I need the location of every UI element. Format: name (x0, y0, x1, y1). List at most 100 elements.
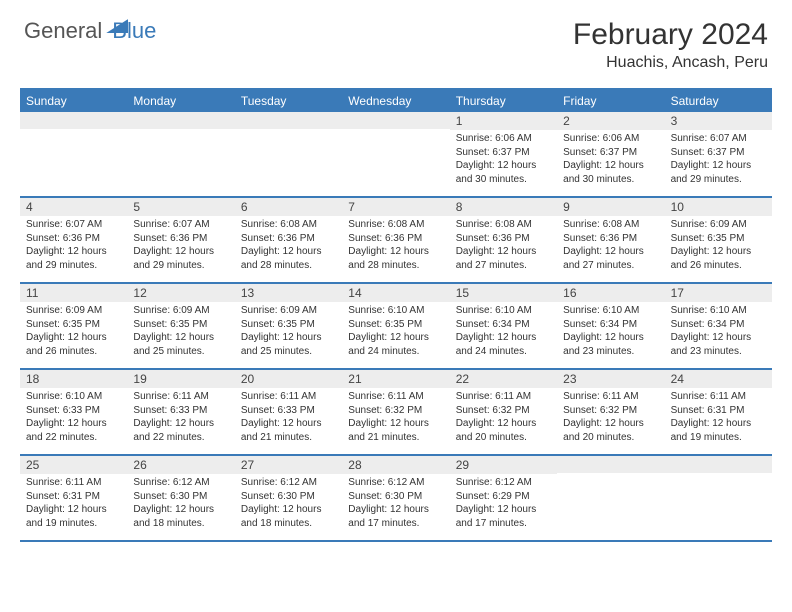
day-number: 11 (20, 284, 127, 302)
day-number: 15 (450, 284, 557, 302)
sunrise-text: Sunrise: 6:11 AM (26, 476, 121, 490)
day-number: 14 (342, 284, 449, 302)
calendar-cell: 8Sunrise: 6:08 AMSunset: 6:36 PMDaylight… (450, 198, 557, 282)
day-number: 28 (342, 456, 449, 474)
sunrise-text: Sunrise: 6:10 AM (26, 390, 121, 404)
calendar-cell: 3Sunrise: 6:07 AMSunset: 6:37 PMDaylight… (665, 112, 772, 196)
day-number: 29 (450, 456, 557, 474)
day-number: 10 (665, 198, 772, 216)
sunset-text: Sunset: 6:36 PM (241, 232, 336, 246)
day-number: 27 (235, 456, 342, 474)
day-number: 26 (127, 456, 234, 474)
calendar-cell (342, 112, 449, 196)
sunrise-text: Sunrise: 6:11 AM (241, 390, 336, 404)
sunset-text: Sunset: 6:31 PM (26, 490, 121, 504)
daylight-text: Daylight: 12 hours and 27 minutes. (456, 245, 551, 272)
title-block: February 2024 Huachis, Ancash, Peru (573, 18, 768, 72)
calendar-cell: 6Sunrise: 6:08 AMSunset: 6:36 PMDaylight… (235, 198, 342, 282)
sunrise-text: Sunrise: 6:06 AM (563, 132, 658, 146)
sunrise-text: Sunrise: 6:12 AM (348, 476, 443, 490)
daylight-text: Daylight: 12 hours and 18 minutes. (133, 503, 228, 530)
day-details: Sunrise: 6:06 AMSunset: 6:37 PMDaylight:… (450, 130, 557, 190)
calendar-cell: 21Sunrise: 6:11 AMSunset: 6:32 PMDayligh… (342, 370, 449, 454)
calendar-cell: 24Sunrise: 6:11 AMSunset: 6:31 PMDayligh… (665, 370, 772, 454)
sunset-text: Sunset: 6:36 PM (348, 232, 443, 246)
calendar-cell: 17Sunrise: 6:10 AMSunset: 6:34 PMDayligh… (665, 284, 772, 368)
daylight-text: Daylight: 12 hours and 20 minutes. (563, 417, 658, 444)
calendar-cell: 16Sunrise: 6:10 AMSunset: 6:34 PMDayligh… (557, 284, 664, 368)
day-details: Sunrise: 6:11 AMSunset: 6:31 PMDaylight:… (20, 474, 127, 534)
sunset-text: Sunset: 6:37 PM (563, 146, 658, 160)
day-details: Sunrise: 6:11 AMSunset: 6:31 PMDaylight:… (665, 388, 772, 448)
calendar-cell: 18Sunrise: 6:10 AMSunset: 6:33 PMDayligh… (20, 370, 127, 454)
sunrise-text: Sunrise: 6:07 AM (26, 218, 121, 232)
sunrise-text: Sunrise: 6:11 AM (456, 390, 551, 404)
sunrise-text: Sunrise: 6:12 AM (456, 476, 551, 490)
calendar-cell: 9Sunrise: 6:08 AMSunset: 6:36 PMDaylight… (557, 198, 664, 282)
day-details: Sunrise: 6:07 AMSunset: 6:36 PMDaylight:… (127, 216, 234, 276)
sunrise-text: Sunrise: 6:12 AM (133, 476, 228, 490)
sunset-text: Sunset: 6:30 PM (348, 490, 443, 504)
calendar-week: 25Sunrise: 6:11 AMSunset: 6:31 PMDayligh… (20, 456, 772, 542)
sunrise-text: Sunrise: 6:08 AM (348, 218, 443, 232)
day-number: 12 (127, 284, 234, 302)
calendar-week: 1Sunrise: 6:06 AMSunset: 6:37 PMDaylight… (20, 112, 772, 198)
day-number: 5 (127, 198, 234, 216)
daylight-text: Daylight: 12 hours and 25 minutes. (241, 331, 336, 358)
calendar-cell: 29 Sunrise: 6:12 AMSunset: 6:29 PMDayligh… (450, 456, 557, 540)
day-number: 24 (665, 370, 772, 388)
day-header-row: Sunday Monday Tuesday Wednesday Thursday… (20, 90, 772, 112)
day-number: 7 (342, 198, 449, 216)
sunset-text: Sunset: 6:29 PM (456, 490, 551, 504)
brand-text-1: General (24, 18, 102, 44)
day-number: 16 (557, 284, 664, 302)
calendar-cell: 26Sunrise: 6:12 AMSunset: 6:30 PMDayligh… (127, 456, 234, 540)
sunrise-text: Sunrise: 6:10 AM (348, 304, 443, 318)
calendar-cell: 20Sunrise: 6:11 AMSunset: 6:33 PMDayligh… (235, 370, 342, 454)
day-details: Sunrise: 6:11 AMSunset: 6:33 PMDaylight:… (235, 388, 342, 448)
day-number: 25 (20, 456, 127, 474)
daylight-text: Daylight: 12 hours and 23 minutes. (671, 331, 766, 358)
calendar-cell: 5Sunrise: 6:07 AMSunset: 6:36 PMDaylight… (127, 198, 234, 282)
calendar-cell (557, 456, 664, 540)
sunrise-text: Sunrise: 6:09 AM (26, 304, 121, 318)
day-number (235, 112, 342, 129)
day-number (665, 456, 772, 473)
day-details: Sunrise: 6:09 AMSunset: 6:35 PMDaylight:… (20, 302, 127, 362)
calendar-cell: 11Sunrise: 6:09 AMSunset: 6:35 PMDayligh… (20, 284, 127, 368)
day-details: Sunrise: 6:07 AMSunset: 6:36 PMDaylight:… (20, 216, 127, 276)
location-text: Huachis, Ancash, Peru (573, 54, 768, 72)
brand-logo: General Blue (24, 18, 156, 44)
day-details: Sunrise: 6:12 AMSunset: 6:30 PMDaylight:… (235, 474, 342, 534)
daylight-text: Daylight: 12 hours and 28 minutes. (241, 245, 336, 272)
calendar-cell: 4Sunrise: 6:07 AMSunset: 6:36 PMDaylight… (20, 198, 127, 282)
day-number: 4 (20, 198, 127, 216)
sunrise-text: Sunrise: 6:11 AM (133, 390, 228, 404)
daylight-text: Daylight: 12 hours and 17 minutes. (348, 503, 443, 530)
sunrise-text: Sunrise: 6:07 AM (671, 132, 766, 146)
day-header-mon: Monday (127, 90, 234, 112)
day-details: Sunrise: 6:10 AMSunset: 6:34 PMDaylight:… (557, 302, 664, 362)
day-number: 2 (557, 112, 664, 130)
sunset-text: Sunset: 6:33 PM (133, 404, 228, 418)
daylight-text: Daylight: 12 hours and 17 minutes. (456, 503, 551, 530)
sunset-text: Sunset: 6:37 PM (671, 146, 766, 160)
sunrise-text: Sunrise: 6:08 AM (456, 218, 551, 232)
sunset-text: Sunset: 6:36 PM (133, 232, 228, 246)
sunset-text: Sunset: 6:32 PM (348, 404, 443, 418)
calendar-cell (665, 456, 772, 540)
sunrise-text: Sunrise: 6:06 AM (456, 132, 551, 146)
day-details: Sunrise: 6:09 AMSunset: 6:35 PMDaylight:… (665, 216, 772, 276)
sunset-text: Sunset: 6:35 PM (241, 318, 336, 332)
daylight-text: Daylight: 12 hours and 24 minutes. (348, 331, 443, 358)
calendar-cell: 28 Sunrise: 6:12 AMSunset: 6:30 PMDayligh… (342, 456, 449, 540)
sunrise-text: Sunrise: 6:09 AM (133, 304, 228, 318)
daylight-text: Daylight: 12 hours and 26 minutes. (26, 331, 121, 358)
daylight-text: Daylight: 12 hours and 25 minutes. (133, 331, 228, 358)
day-details: Sunrise: 6:10 AMSunset: 6:34 PMDaylight:… (665, 302, 772, 362)
daylight-text: Daylight: 12 hours and 30 minutes. (456, 159, 551, 186)
calendar-cell: 2Sunrise: 6:06 AMSunset: 6:37 PMDaylight… (557, 112, 664, 196)
sunset-text: Sunset: 6:32 PM (563, 404, 658, 418)
day-details: Sunrise: 6:07 AMSunset: 6:37 PMDaylight:… (665, 130, 772, 190)
day-number: 8 (450, 198, 557, 216)
